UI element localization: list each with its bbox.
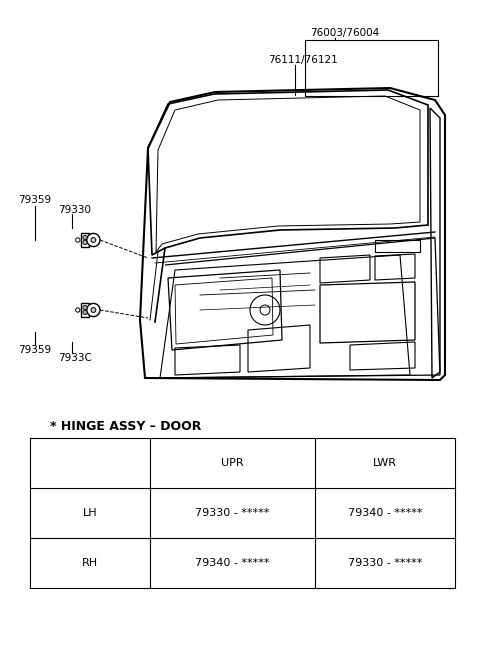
Circle shape: [91, 307, 96, 312]
Circle shape: [76, 238, 80, 242]
Text: 76111/76121: 76111/76121: [268, 55, 338, 65]
Circle shape: [83, 306, 87, 309]
Polygon shape: [82, 233, 89, 246]
Circle shape: [87, 304, 100, 317]
Circle shape: [91, 238, 96, 242]
Text: LH: LH: [83, 508, 97, 518]
Circle shape: [83, 240, 87, 244]
Text: 79330 - *****: 79330 - *****: [348, 558, 422, 568]
Text: UPR: UPR: [221, 458, 244, 468]
Text: RH: RH: [82, 558, 98, 568]
Text: * HINGE ASSY – DOOR: * HINGE ASSY – DOOR: [50, 420, 202, 433]
Text: 7933C: 7933C: [58, 353, 92, 363]
Circle shape: [87, 233, 100, 246]
Circle shape: [83, 310, 87, 315]
Circle shape: [83, 235, 87, 240]
Circle shape: [76, 308, 80, 312]
Text: 79330: 79330: [58, 205, 91, 215]
Text: 79359: 79359: [18, 345, 51, 355]
Text: LWR: LWR: [373, 458, 397, 468]
Text: 79340 - *****: 79340 - *****: [195, 558, 270, 568]
Polygon shape: [82, 304, 89, 317]
Text: 79330 - *****: 79330 - *****: [195, 508, 270, 518]
Text: 76003/76004: 76003/76004: [310, 28, 379, 38]
Text: 79340 - *****: 79340 - *****: [348, 508, 422, 518]
Text: 79359: 79359: [18, 195, 51, 205]
